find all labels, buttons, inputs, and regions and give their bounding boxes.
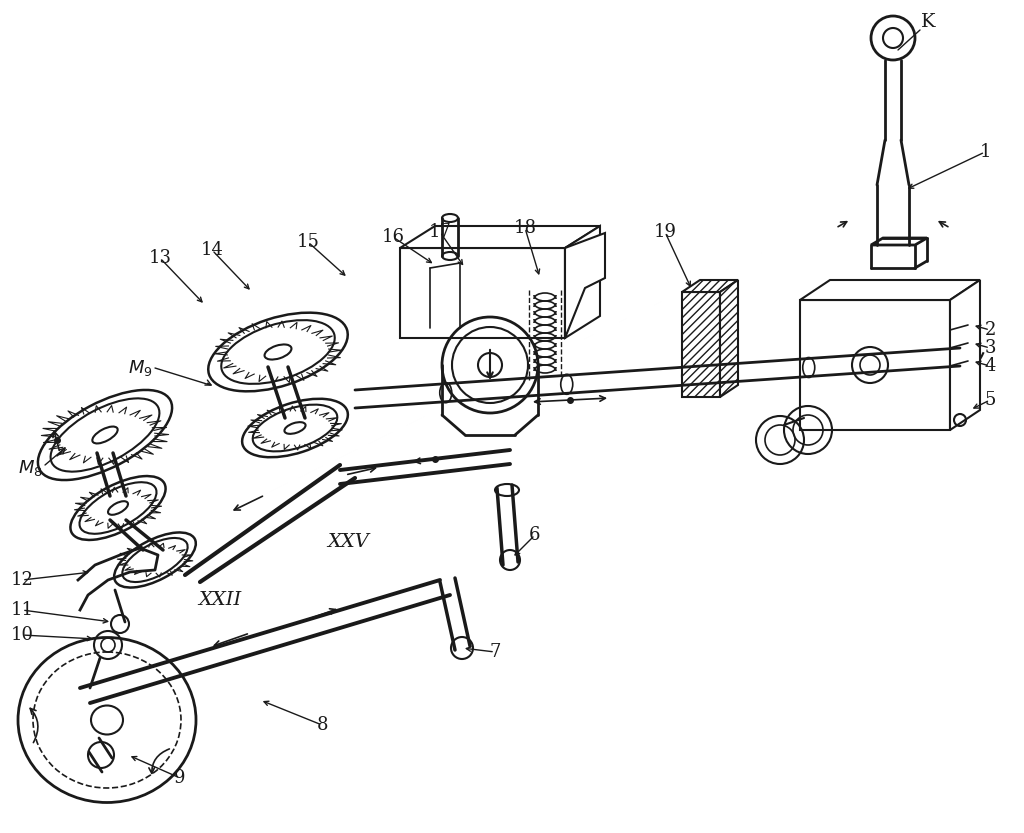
Text: 13: 13 (148, 249, 171, 267)
Text: 9: 9 (174, 769, 185, 787)
Text: 8: 8 (316, 716, 328, 734)
Text: K: K (921, 13, 935, 31)
Text: 19: 19 (653, 223, 677, 241)
Text: 15: 15 (297, 233, 319, 251)
Text: $M_9$: $M_9$ (128, 358, 153, 378)
Text: 6: 6 (529, 526, 541, 544)
Text: 16: 16 (382, 228, 404, 246)
Text: XXV: XXV (327, 533, 369, 551)
Text: 10: 10 (10, 626, 34, 644)
Polygon shape (682, 292, 720, 397)
Text: 7: 7 (489, 643, 501, 661)
Polygon shape (871, 238, 927, 245)
Polygon shape (950, 280, 980, 430)
Text: XXII: XXII (199, 591, 242, 609)
Polygon shape (565, 226, 600, 338)
Text: 5: 5 (984, 391, 995, 409)
Polygon shape (400, 248, 565, 338)
Text: 3: 3 (984, 339, 995, 357)
Text: 4: 4 (984, 357, 995, 375)
Text: $M_8$: $M_8$ (18, 458, 43, 478)
Polygon shape (800, 300, 950, 430)
Polygon shape (565, 233, 605, 338)
Text: 2: 2 (984, 321, 995, 339)
Text: 14: 14 (201, 241, 223, 259)
Polygon shape (800, 280, 980, 300)
Polygon shape (720, 280, 738, 397)
Text: 12: 12 (10, 571, 34, 589)
Text: 1: 1 (979, 143, 991, 161)
Polygon shape (682, 280, 738, 292)
Text: 17: 17 (429, 223, 452, 241)
Text: 18: 18 (513, 219, 537, 237)
Polygon shape (400, 226, 600, 248)
Text: 11: 11 (10, 601, 34, 619)
